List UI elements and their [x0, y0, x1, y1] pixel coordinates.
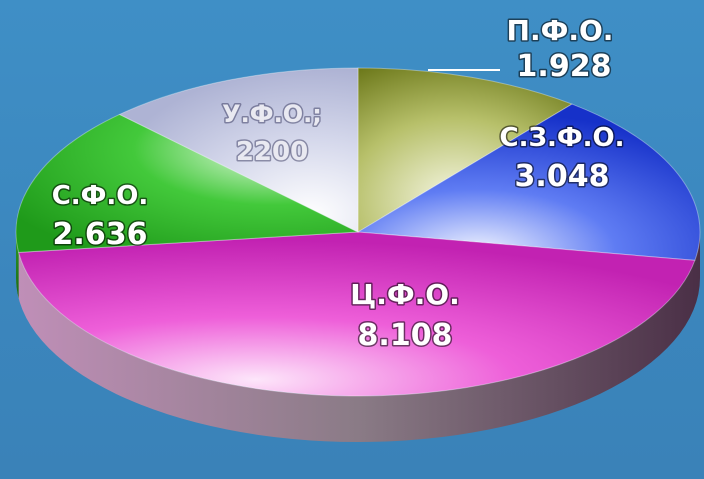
slice-label-sfo: С.Ф.О. — [52, 181, 149, 211]
slice-value-cfo: 8.108 — [358, 318, 453, 353]
pie-slices — [15, 67, 701, 397]
slice-label-szfo: С.З.Ф.О. — [500, 123, 625, 153]
slice-value-szfo: 3.048 — [515, 159, 610, 194]
pie-slice-pfo — [357, 67, 574, 233]
pie-3d-side-green — [16, 232, 19, 299]
slice-value-pfo: 1.928 — [517, 49, 612, 84]
pie-slice-szfo — [356, 103, 701, 261]
pie-side-layer — [16, 232, 700, 442]
slice-label-pfo: П.Ф.О. — [507, 14, 614, 47]
slice-value-ufo: 2200 — [236, 137, 308, 167]
pie-labels: П.Ф.О. 1.928 С.З.Ф.О. 3.048 Ц.Ф.О. 8.108… — [50, 13, 626, 355]
pie-slice-sfo — [15, 113, 360, 253]
pie-3d-side — [16, 232, 700, 442]
slice-label-cfo: Ц.Ф.О. — [350, 278, 459, 311]
pie-slice-cfo — [18, 231, 696, 397]
slice-value-sfo: 2.636 — [53, 217, 148, 252]
slice-label-ufo: У.Ф.О.; — [222, 100, 322, 128]
pie-slice-ufo — [118, 67, 359, 233]
